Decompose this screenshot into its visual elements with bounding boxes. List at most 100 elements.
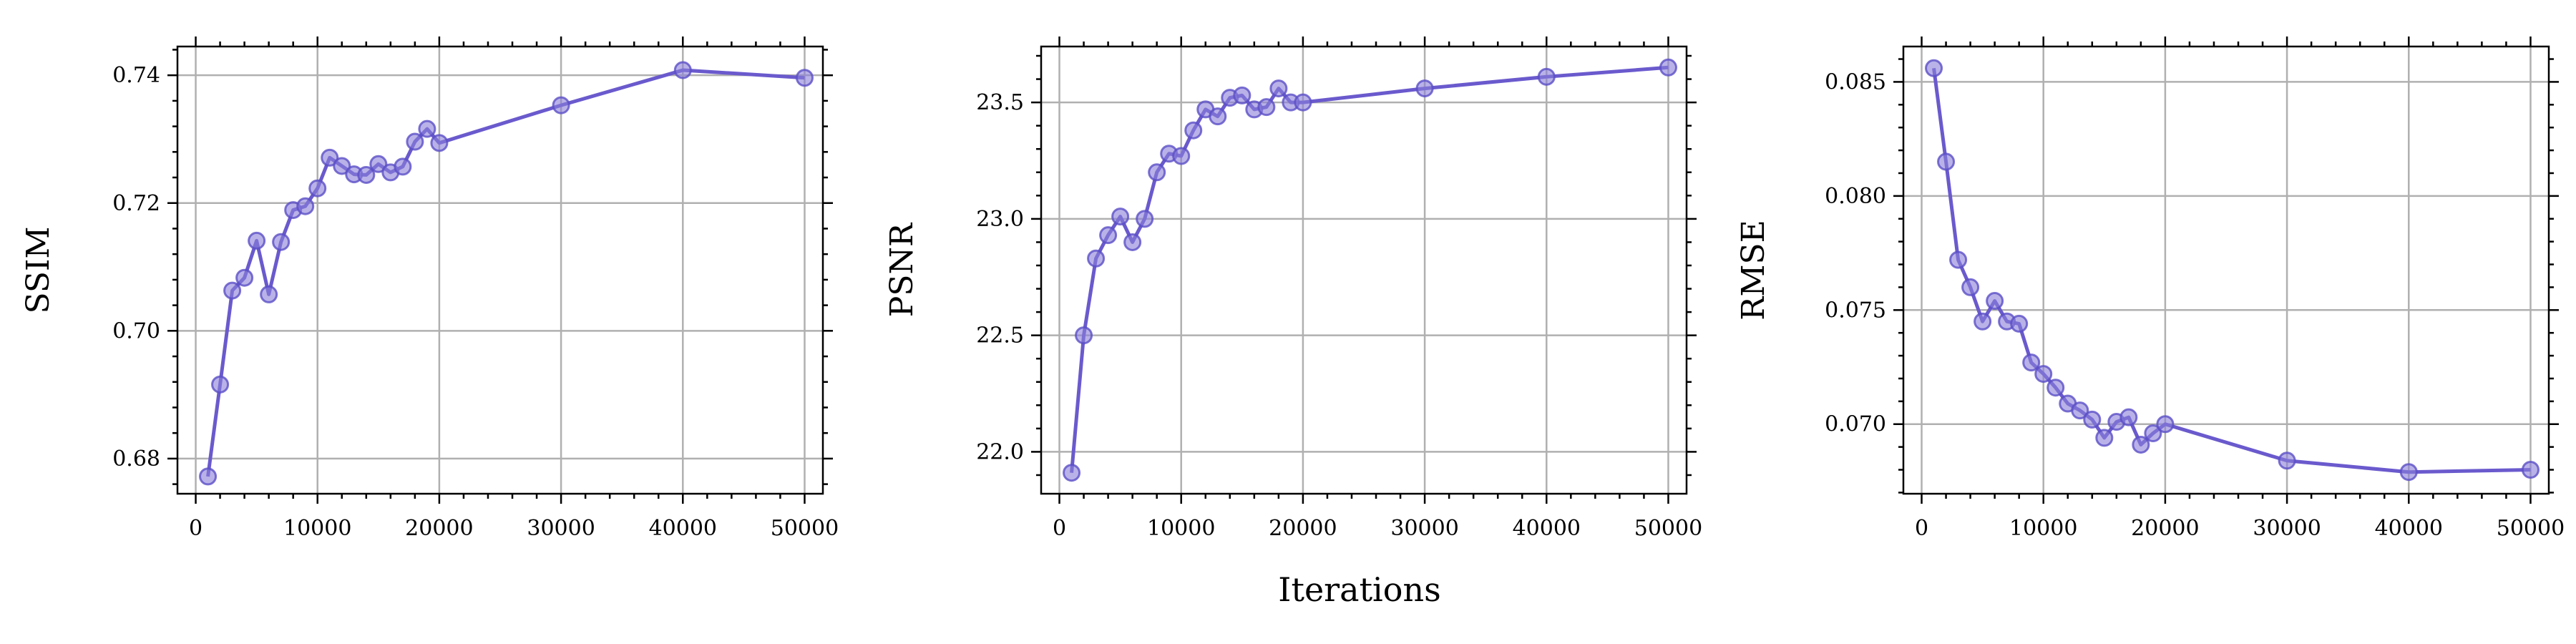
series-line <box>1070 65 1669 473</box>
x-tick-label: 10000 <box>1147 516 1215 541</box>
data-point <box>1986 292 2004 311</box>
x-tick-label: 0 <box>1915 516 1928 541</box>
data-point <box>2095 429 2114 447</box>
x-tick-label: 10000 <box>283 516 351 541</box>
data-point <box>2132 435 2150 454</box>
x-tick-label: 30000 <box>527 516 595 541</box>
data-point <box>2156 415 2175 434</box>
data-point <box>418 119 436 138</box>
x-tick-label: 40000 <box>2375 516 2443 541</box>
chart-panel-psnr: 0 10000 20000 30000 40000 50000 22.0 22.5 23.0 23… <box>884 36 1702 541</box>
chart-panel-ssim: 0 10000 20000 30000 40000 50000 0.68 0.70 0.72 0.… <box>20 36 839 541</box>
y-tick-label: 0.070 <box>1825 412 1886 437</box>
x-tick-label: 20000 <box>405 516 473 541</box>
data-point <box>321 148 339 167</box>
data-point <box>272 233 291 251</box>
x-tick-label: 40000 <box>1513 516 1581 541</box>
y-tick-label: 22.0 <box>976 439 1024 464</box>
y-tick-label: 0.085 <box>1825 69 1886 94</box>
data-point <box>2034 365 2053 384</box>
data-point <box>2071 401 2089 420</box>
y-tick-label: 23.5 <box>976 90 1024 115</box>
data-point <box>430 134 449 152</box>
data-point <box>1537 67 1556 86</box>
data-point <box>2010 314 2029 333</box>
data-point <box>1111 208 1130 226</box>
y-tick-label: 22.5 <box>976 323 1024 348</box>
data-point <box>1209 107 1227 126</box>
x-tick-label: 30000 <box>2253 516 2321 541</box>
x-tick-label: 20000 <box>2131 516 2199 541</box>
data-point <box>2083 410 2102 429</box>
data-point <box>235 268 254 287</box>
x-tick-label: 0 <box>1053 516 1066 541</box>
data-point <box>1184 121 1203 140</box>
x-tick-label: 0 <box>189 516 203 541</box>
data-point <box>1415 79 1434 98</box>
data-point <box>2399 463 2418 482</box>
data-point <box>795 69 814 87</box>
data-point <box>1148 163 1166 182</box>
data-point <box>1233 86 1252 104</box>
data-point <box>369 155 388 173</box>
y-axis-label: SSIM <box>20 227 57 314</box>
x-tick-label: 50000 <box>2497 516 2565 541</box>
data-point <box>1659 58 1677 77</box>
data-point <box>1937 152 1956 171</box>
x-tick-label: 30000 <box>1390 516 1458 541</box>
data-point <box>406 132 424 151</box>
series-line <box>206 68 805 477</box>
data-point <box>2521 461 2540 479</box>
data-point <box>1123 233 1142 251</box>
series-line <box>1932 67 2531 474</box>
data-point <box>1294 93 1312 112</box>
y-tick-label: 23.0 <box>976 207 1024 232</box>
y-tick-label: 0.080 <box>1825 184 1886 209</box>
y-tick-label: 0.74 <box>112 63 160 88</box>
data-point <box>2144 424 2162 442</box>
data-point <box>1172 147 1191 165</box>
data-point <box>1949 250 1968 269</box>
data-point <box>2278 452 2296 470</box>
data-point <box>1087 249 1106 268</box>
data-point <box>1257 98 1276 117</box>
data-point <box>1063 464 1081 482</box>
y-axis-label: RMSE <box>1735 220 1772 320</box>
data-point <box>394 157 412 176</box>
y-tick-label: 0.68 <box>112 447 160 472</box>
data-point <box>211 375 230 394</box>
data-point <box>333 157 351 175</box>
data-point <box>199 467 218 486</box>
data-point <box>1075 326 1093 345</box>
y-tick-label: 0.70 <box>112 318 160 343</box>
data-point <box>223 281 242 300</box>
x-tick-label: 40000 <box>649 516 717 541</box>
y-tick-label: 0.075 <box>1825 298 1886 323</box>
data-point <box>2022 353 2041 372</box>
plot-frame <box>176 45 824 495</box>
data-point <box>1925 59 1943 77</box>
data-point <box>248 231 266 250</box>
plot-frame <box>1902 45 2550 495</box>
data-point <box>357 165 376 184</box>
x-tick-label: 50000 <box>1634 516 1702 541</box>
x-tick-label: 50000 <box>771 516 839 541</box>
chart-panel-rmse: 0 10000 20000 30000 40000 50000 0.070 0.075 0.08… <box>1735 36 2565 541</box>
data-point <box>296 197 315 215</box>
data-point <box>673 61 692 79</box>
y-axis-label: PSNR <box>884 222 920 317</box>
y-tick-label: 0.72 <box>112 191 160 216</box>
data-point <box>1269 79 1288 98</box>
data-point <box>1961 278 1980 296</box>
data-point <box>552 96 570 114</box>
data-point <box>2046 379 2065 397</box>
x-tick-label: 20000 <box>1269 516 1337 541</box>
data-point <box>2119 408 2138 426</box>
data-point <box>308 179 327 197</box>
data-point <box>260 285 278 303</box>
x-tick-label: 10000 <box>2009 516 2077 541</box>
data-point <box>1099 226 1118 245</box>
data-point <box>1974 312 1992 331</box>
shared-x-axis-label: Iterations <box>1278 570 1440 609</box>
